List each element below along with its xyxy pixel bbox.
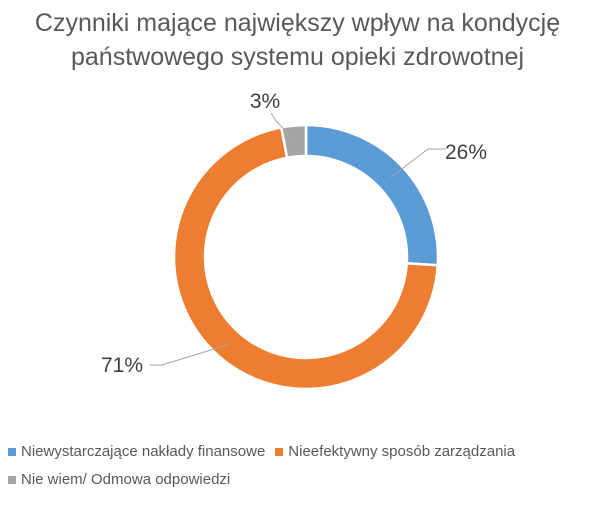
slice-niewystarczajace <box>304 123 440 267</box>
slice-nieefektywny <box>172 125 440 391</box>
chart-title-line-2: państwowego systemu opieki zdrowotnej <box>70 43 524 71</box>
legend-item-nie-wiem: Nie wiem/ Odmowa odpowiedzi <box>8 470 230 490</box>
legend-row-1: Niewystarczające nakłady finansowe Nieef… <box>8 438 588 466</box>
leader-line <box>390 148 446 178</box>
chart-title-line-1: Czynniki mające największy wpływ na kond… <box>34 9 561 37</box>
legend: Niewystarczające nakłady finansowe Nieef… <box>8 438 588 494</box>
leader-line <box>150 343 230 366</box>
legend-swatch-gray <box>8 476 16 484</box>
legend-row-2: Nie wiem/ Odmowa odpowiedzi <box>8 466 588 494</box>
leader-line <box>270 112 296 142</box>
legend-label: Nie wiem/ Odmowa odpowiedzi <box>21 471 231 488</box>
legend-label: Nieefektywny sposób zarządzania <box>288 443 516 460</box>
legend-item-nieefektywny: Nieefektywny sposób zarządzania <box>275 442 515 462</box>
data-label-71: 71% <box>101 354 143 377</box>
legend-swatch-orange <box>275 448 284 456</box>
legend-item-niewystarczajace: Niewystarczające nakłady finansowe <box>8 442 265 462</box>
data-label-26: 26% <box>445 141 487 164</box>
data-label-3: 3% <box>250 90 280 113</box>
chart-title: Czynniki mające największy wpływ na kond… <box>0 6 595 74</box>
legend-label: Niewystarczające nakłady finansowe <box>21 443 266 460</box>
legend-swatch-blue <box>8 448 16 456</box>
